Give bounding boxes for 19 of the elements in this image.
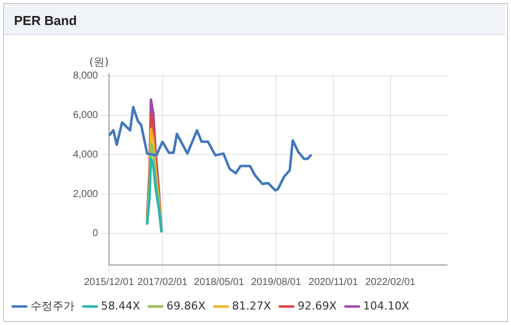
y-tick-label: 2,000 xyxy=(72,188,98,200)
legend-label: 104.10X xyxy=(363,299,410,312)
legend-label: 수정주가 xyxy=(30,299,74,312)
legend-label: 81.27X xyxy=(232,299,272,312)
x-tick-label: 2019/08/01 xyxy=(251,276,302,288)
x-tick-label: 2018/05/01 xyxy=(194,276,245,288)
legend-label: 69.86X xyxy=(166,299,206,312)
x-tick-label: 2020/11/01 xyxy=(308,276,358,288)
y-tick-label: 8,000 xyxy=(72,70,98,82)
y-tick-label: 6,000 xyxy=(72,110,98,122)
chart-title: PER Band xyxy=(14,13,77,28)
legend-label: 92.69X xyxy=(298,299,338,312)
y-tick-label: 4,000 xyxy=(72,149,98,160)
legend-label: 58.44X xyxy=(101,299,140,312)
x-tick-label: 2015/12/01 xyxy=(84,276,134,288)
x-tick-label: 2017/02/01 xyxy=(137,276,188,288)
y-tick-label: 0 xyxy=(92,228,98,240)
x-tick-label: 2022/02/01 xyxy=(365,276,416,288)
y-axis-title: (원) xyxy=(89,55,109,68)
